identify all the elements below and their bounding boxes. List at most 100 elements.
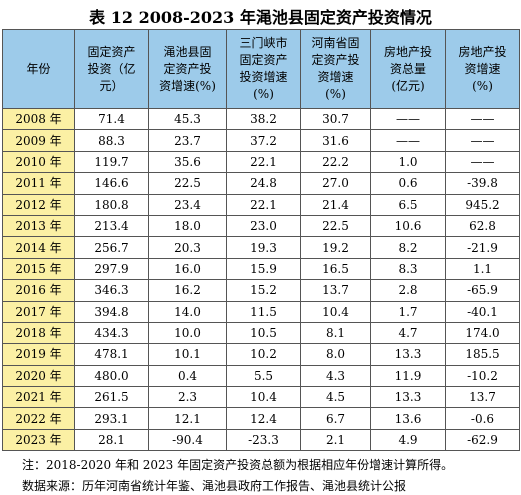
value-cell: 45.3 <box>148 107 227 131</box>
value-cell: 10.2 <box>226 343 301 366</box>
data-row: 2019 年 478.1 10.1 10.2 8.0 13.3 185.5 <box>2 343 520 366</box>
value-cell: 16.0 <box>148 257 227 281</box>
year-cell: 2013 年 <box>2 214 75 238</box>
data-row: 2012 年 180.8 23.4 22.1 21.4 6.5 945.2 <box>2 193 520 216</box>
table-title: 表 12 2008-2023 年渑池县固定资产投资情况 <box>89 8 432 27</box>
data-row: 2013 年 213.4 18.0 23.0 22.5 10.6 62.8 <box>2 214 520 238</box>
header-line: 定资产投 <box>311 53 360 67</box>
value-cell: 180.8 <box>74 193 149 216</box>
header-line: 固定资产 <box>239 53 288 67</box>
value-cell: 4.3 <box>300 364 371 388</box>
value-cell: 10.4 <box>226 386 301 409</box>
value-cell: —— <box>370 107 446 131</box>
value-cell: 38.2 <box>226 107 301 131</box>
value-cell: 4.9 <box>370 428 446 452</box>
value-cell: 0.4 <box>148 364 227 388</box>
value-cell: -39.8 <box>445 172 520 195</box>
header-cell: 房地产投资增速 (%) <box>445 29 520 109</box>
value-cell: 30.7 <box>300 107 371 131</box>
value-cell: 22.5 <box>300 214 371 238</box>
value-cell: 1.7 <box>370 300 446 323</box>
value-cell: 13.3 <box>370 343 446 366</box>
value-cell: -10.2 <box>445 364 520 388</box>
value-cell: 6.7 <box>300 407 371 430</box>
value-cell: 10.0 <box>148 321 227 345</box>
value-cell: 2.1 <box>300 428 371 452</box>
value-cell: —— <box>370 129 446 152</box>
value-cell: 13.6 <box>370 407 446 430</box>
header-line: 河南省固 <box>311 36 360 50</box>
header-line: 资增速(%) <box>159 78 216 93</box>
value-cell: 8.3 <box>370 257 446 281</box>
value-cell: 10.6 <box>370 214 446 238</box>
value-cell: 23.7 <box>148 129 227 152</box>
value-cell: 24.8 <box>226 172 301 195</box>
data-row: 2009 年 88.3 23.7 37.2 31.6 —— —— <box>2 129 520 152</box>
value-cell: 945.2 <box>445 193 520 216</box>
value-cell: 23.4 <box>148 193 227 216</box>
header-line: (%) <box>325 87 346 101</box>
value-cell: 297.9 <box>74 257 149 281</box>
value-cell: 16.5 <box>300 257 371 281</box>
value-cell: 12.4 <box>226 407 301 430</box>
year-cell: 2008 年 <box>2 107 75 131</box>
value-cell: 62.8 <box>445 214 520 238</box>
data-row: 2008 年 71.4 45.3 38.2 30.7 —— —— <box>2 107 520 131</box>
header-line: (%) <box>472 78 493 93</box>
year-cell: 2023 年 <box>2 428 75 452</box>
value-cell: 18.0 <box>148 214 227 238</box>
year-cell: 2020 年 <box>2 364 75 388</box>
header-line: (%) <box>253 87 274 101</box>
value-cell: 434.3 <box>74 321 149 345</box>
year-cell: 2009 年 <box>2 129 75 152</box>
value-cell: 4.5 <box>300 386 371 409</box>
value-cell: 31.6 <box>300 129 371 152</box>
value-cell: -90.4 <box>148 428 227 452</box>
value-cell: —— <box>445 150 520 174</box>
header-line: 元） <box>99 78 124 93</box>
value-cell: —— <box>445 129 520 152</box>
header-line: 资增速 <box>317 70 354 84</box>
value-cell: 19.3 <box>226 236 301 259</box>
value-cell: -65.9 <box>445 279 520 302</box>
header-line: 投资（亿 <box>87 61 136 76</box>
value-cell: 293.1 <box>74 407 149 430</box>
value-cell: 21.4 <box>300 193 371 216</box>
header-line: 投资增速 <box>239 70 288 84</box>
header-line: 渑池县固 <box>163 44 212 59</box>
header-line: 资增速 <box>464 61 501 76</box>
header-cell: 固定资产 投资（亿 元） <box>74 29 149 109</box>
year-cell: 2012 年 <box>2 193 75 216</box>
year-cell: 2018 年 <box>2 321 75 345</box>
value-cell: 23.0 <box>226 214 301 238</box>
year-cell: 2021 年 <box>2 386 75 409</box>
value-cell: 14.0 <box>148 300 227 323</box>
value-cell: 37.2 <box>226 129 301 152</box>
data-table: 年份 固定资产 投资（亿 元） 渑池县固 定资产投 资增速(%) 三门峡市 固定资产 投资增速 (%… <box>2 29 520 452</box>
year-cell: 2014 年 <box>2 236 75 259</box>
header-cell: 年份 <box>2 29 75 109</box>
header-line: 资总量 <box>389 61 426 76</box>
data-row: 2023 年 28.1 -90.4 -23.3 2.1 4.9 -62.9 <box>2 428 520 452</box>
year-cell: 2022 年 <box>2 407 75 430</box>
header-line: 房地产投 <box>383 44 432 59</box>
value-cell: 1.1 <box>445 257 520 281</box>
value-cell: 6.5 <box>370 193 446 216</box>
header-line: 房地产投 <box>458 44 507 59</box>
year-cell: 2011 年 <box>2 172 75 195</box>
data-row: 2010 年 119.7 35.6 22.1 22.2 1.0 —— <box>2 150 520 174</box>
value-cell: 213.4 <box>74 214 149 238</box>
value-cell: 5.5 <box>226 364 301 388</box>
value-cell: 28.1 <box>74 428 149 452</box>
data-row: 2015 年 297.9 16.0 15.9 16.5 8.3 1.1 <box>2 257 520 281</box>
value-cell: 35.6 <box>148 150 227 174</box>
value-cell: 146.6 <box>74 172 149 195</box>
header-cell: 房地产投资总量 (亿元) <box>370 29 446 109</box>
value-cell: 22.5 <box>148 172 227 195</box>
header-line: 定资产投 <box>163 61 212 76</box>
value-cell: 22.2 <box>300 150 371 174</box>
header-line: (亿元) <box>391 78 425 93</box>
source: 数据来源：历年河南省统计年鉴、渑池县政府工作报告、渑池县统计公报 <box>22 479 407 493</box>
data-row: 2014 年 256.7 20.3 19.3 19.2 8.2 -21.9 <box>2 236 520 259</box>
